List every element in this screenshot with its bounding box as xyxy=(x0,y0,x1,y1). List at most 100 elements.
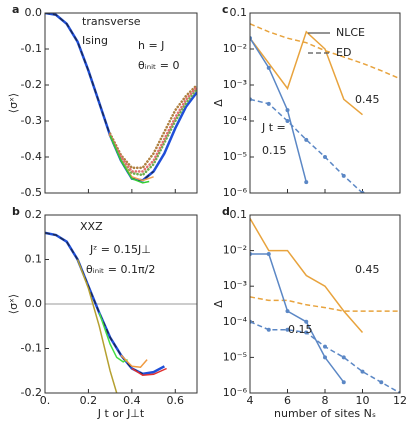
annotation: Ising xyxy=(82,34,108,47)
y-tick-label: 10⁻⁵ xyxy=(223,150,247,163)
panel: b⟨σˣ⟩J t or J⊥t0.20.10.0-0.1-0.20. 0.2 0.4… xyxy=(7,205,198,420)
data-point xyxy=(323,155,327,159)
x-axis-label: J t or J⊥t xyxy=(97,407,145,420)
data-point xyxy=(266,65,271,70)
series-line xyxy=(250,253,345,383)
axes-frame xyxy=(249,12,401,194)
annotation: 0.15 xyxy=(262,144,287,157)
data-point xyxy=(341,380,346,385)
legend-label: NLCE xyxy=(336,26,365,39)
y-tick-label: 10⁻⁴ xyxy=(223,315,248,328)
data-point xyxy=(285,119,290,123)
axes-frame xyxy=(44,12,198,194)
data-point xyxy=(266,252,271,257)
annotation: J t = xyxy=(261,121,286,134)
x-axis-label: number of sites Nₛ xyxy=(274,407,376,420)
x-tick-label: 12 xyxy=(393,394,407,407)
y-tick-label: 10⁻⁴ xyxy=(223,114,248,127)
y-tick-label: -0.5 xyxy=(21,186,42,199)
x-tick-label: 0. xyxy=(40,394,51,407)
y-tick-label: -0.2 xyxy=(21,78,42,91)
data-point xyxy=(285,108,290,113)
axes-frame xyxy=(44,214,198,394)
panel-label: a xyxy=(12,3,19,16)
y-tick-label: 0.1 xyxy=(230,6,248,19)
data-point xyxy=(341,173,346,178)
data-point xyxy=(285,309,290,314)
y-tick-label: -0.1 xyxy=(21,42,42,55)
series-line xyxy=(108,87,197,177)
panel-label: c xyxy=(222,3,229,16)
series-line xyxy=(45,13,155,182)
panel-label: d xyxy=(222,205,230,218)
x-tick-label: 0.4 xyxy=(123,394,141,407)
y-tick-label: 10⁻³ xyxy=(223,78,247,91)
annotation: Jᶻ = 0.15J⊥ xyxy=(89,243,151,256)
y-tick-label: 0.0 xyxy=(25,297,43,310)
data-point xyxy=(304,137,309,142)
plot-area xyxy=(45,231,167,393)
data-point xyxy=(304,330,309,335)
y-tick-label: 0.2 xyxy=(25,208,43,221)
series-line xyxy=(45,232,144,375)
y-tick-label: 10⁻⁵ xyxy=(223,350,247,363)
series-line xyxy=(131,367,167,376)
series-line xyxy=(250,30,363,116)
series-line xyxy=(109,135,150,184)
x-tick-label: 6 xyxy=(284,394,291,407)
y-tick-label: -0.3 xyxy=(21,114,42,127)
y-axis-label: Δ xyxy=(212,99,225,107)
data-point xyxy=(266,101,271,106)
panel: c Δ 0.1 10⁻² 10⁻³ 10⁻⁴ 10⁻⁵ 10⁻⁶ 0.45 J t = 0.15 NL… xyxy=(212,3,401,199)
annotation: transverse xyxy=(82,15,141,28)
x-tick-label: 10 xyxy=(356,394,370,407)
data-point xyxy=(323,344,327,349)
annotation: 0.15 xyxy=(288,323,313,336)
legend-label: ED xyxy=(336,46,351,59)
y-axis-label: ⟨σˣ⟩ xyxy=(7,93,20,113)
series-line xyxy=(76,259,118,393)
y-axis-label: ⟨σˣ⟩ xyxy=(7,294,20,314)
axes-frame xyxy=(249,214,401,394)
plot-area xyxy=(250,218,400,393)
data-point xyxy=(304,319,309,324)
y-tick-label: 0.1 xyxy=(230,208,248,221)
series-line xyxy=(250,296,400,312)
panel: a ⟨σˣ⟩ 0.0 -0.1 -0.2 -0.3 -0.4 -0.5 transverse Is… xyxy=(7,3,198,199)
x-tick-label: 4 xyxy=(247,394,254,407)
y-tick-label: -0.4 xyxy=(21,150,42,163)
annotation: θᵢₙᵢₜ = 0.1π/2 xyxy=(86,263,155,276)
annotation: h = J xyxy=(138,39,164,52)
series-line xyxy=(108,83,197,170)
plot-area xyxy=(250,23,400,193)
y-tick-label: -0.1 xyxy=(21,342,42,355)
series-line xyxy=(250,218,364,333)
data-point xyxy=(285,327,290,332)
y-tick-label: 10⁻⁶ xyxy=(223,186,248,199)
plot-area xyxy=(45,13,197,184)
y-tick-label: 10⁻⁶ xyxy=(223,386,248,399)
data-point xyxy=(323,355,327,360)
data-point xyxy=(304,180,309,185)
series-line xyxy=(120,354,148,368)
x-tick-label: 8 xyxy=(322,394,329,407)
annotation: 0.45 xyxy=(355,263,380,276)
data-point xyxy=(266,327,271,332)
data-point xyxy=(341,355,346,360)
y-tick-label: 0.1 xyxy=(25,253,43,266)
y-tick-label: 10⁻² xyxy=(223,42,247,55)
annotation: θᵢₙᵢₜ = 0 xyxy=(138,59,180,72)
data-point xyxy=(379,380,384,385)
x-tick-label: 0.2 xyxy=(80,394,98,407)
y-tick-label: 0.0 xyxy=(25,6,43,19)
y-tick-label: 10⁻³ xyxy=(223,279,247,292)
annotation: XXZ xyxy=(80,220,103,233)
series-line xyxy=(98,312,128,363)
data-point xyxy=(360,369,365,374)
x-tick-label: 0.6 xyxy=(167,394,185,407)
panel-label: b xyxy=(12,205,20,218)
series-line xyxy=(250,37,308,183)
series-line xyxy=(250,23,400,80)
